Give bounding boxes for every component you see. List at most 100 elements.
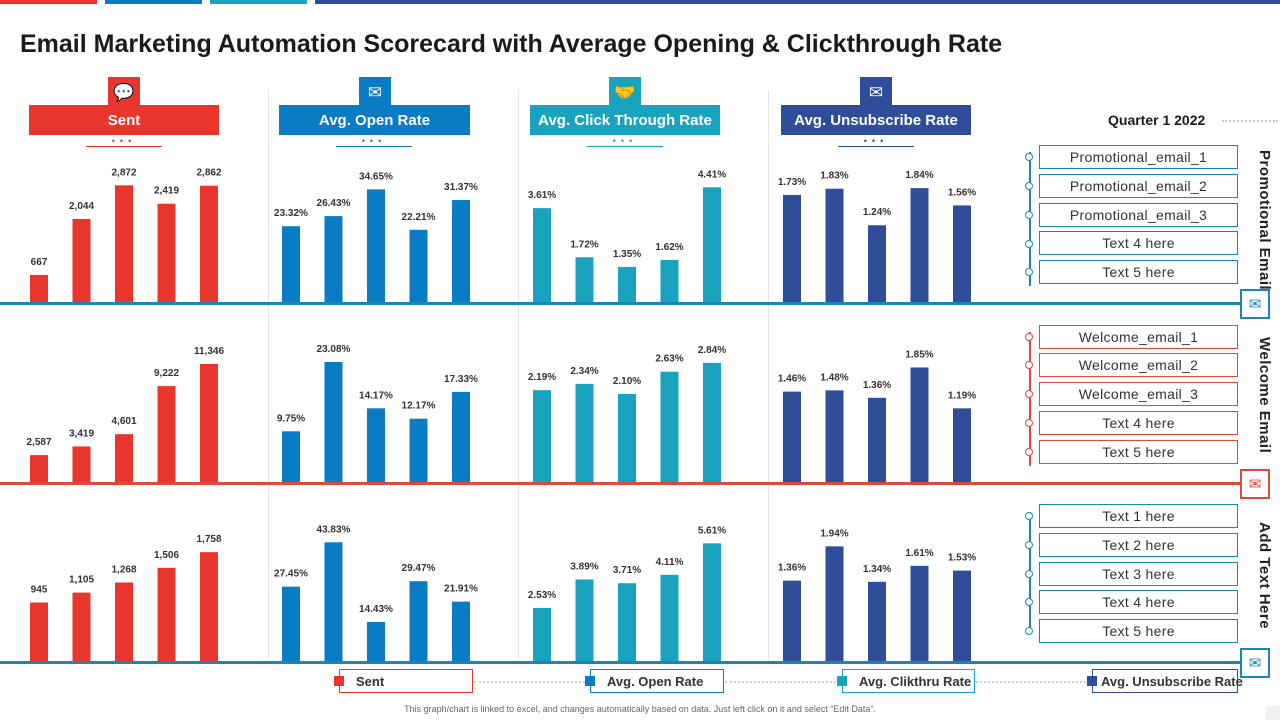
- bar-value-label: 1,268: [111, 565, 136, 576]
- bar[interactable]: [157, 203, 176, 302]
- bar[interactable]: [703, 187, 721, 302]
- bar[interactable]: [533, 390, 551, 482]
- text-item-4[interactable]: Text 4 here: [1039, 590, 1238, 614]
- bar[interactable]: [72, 446, 91, 482]
- bar[interactable]: [910, 188, 929, 302]
- bar[interactable]: [115, 582, 133, 661]
- quarter-dotted-line: [1222, 120, 1278, 122]
- legend-clikthru-rate: Avg. Clikthru Rate: [842, 669, 975, 693]
- bar[interactable]: [367, 189, 385, 302]
- bar[interactable]: [200, 552, 218, 661]
- bar[interactable]: [282, 431, 300, 482]
- bar[interactable]: [575, 383, 594, 482]
- welcome-item-5[interactable]: Text 5 here: [1039, 440, 1238, 464]
- bar[interactable]: [783, 391, 801, 482]
- bar[interactable]: [409, 581, 428, 661]
- bar[interactable]: [409, 229, 428, 302]
- bar[interactable]: [324, 542, 343, 661]
- promo-item-5[interactable]: Text 5 here: [1039, 260, 1238, 284]
- bar[interactable]: [910, 565, 929, 661]
- legend-swatch-unsubscribe-rate: [1087, 676, 1097, 686]
- text-item-2[interactable]: Text 2 here: [1039, 533, 1238, 557]
- bar[interactable]: [157, 567, 176, 661]
- text-item-1[interactable]: Text 1 here: [1039, 504, 1238, 528]
- bar[interactable]: [30, 455, 48, 482]
- promo-item-3[interactable]: Promotional_email_3: [1039, 203, 1238, 227]
- bar-value-label: 1.48%: [820, 372, 848, 383]
- bar-value-label: 23.32%: [274, 208, 308, 219]
- bar[interactable]: [367, 408, 385, 482]
- bar-value-label: 2,872: [111, 167, 136, 178]
- side-node: [1025, 211, 1033, 219]
- legend-dotted-line: [474, 681, 589, 683]
- bar[interactable]: [324, 361, 343, 482]
- welcome-item-1[interactable]: Welcome_email_1: [1039, 325, 1238, 349]
- bar-value-label: 2.63%: [655, 354, 683, 365]
- top-accent-bar-teal: [210, 0, 307, 4]
- bar[interactable]: [533, 607, 551, 661]
- bar[interactable]: [324, 216, 343, 302]
- bar-value-label: 1.84%: [905, 170, 933, 181]
- bar[interactable]: [30, 274, 48, 302]
- bar-value-label: 2,862: [196, 168, 221, 179]
- promo-item-4[interactable]: Text 4 here: [1039, 231, 1238, 255]
- bar[interactable]: [452, 200, 470, 302]
- bar[interactable]: [660, 574, 679, 661]
- bar[interactable]: [409, 418, 428, 482]
- bar[interactable]: [200, 185, 218, 302]
- bar[interactable]: [660, 259, 679, 302]
- side-node: [1025, 361, 1033, 369]
- bar[interactable]: [282, 586, 300, 661]
- bar[interactable]: [575, 257, 594, 302]
- bar[interactable]: [783, 580, 801, 661]
- side-node: [1025, 268, 1033, 276]
- bar[interactable]: [703, 362, 721, 482]
- bar[interactable]: [115, 185, 133, 302]
- bar[interactable]: [115, 434, 133, 482]
- bar[interactable]: [452, 601, 470, 661]
- legend-dotted-line: [725, 681, 840, 683]
- bar[interactable]: [282, 226, 300, 302]
- bar[interactable]: [660, 371, 679, 482]
- bar[interactable]: [72, 218, 91, 302]
- bar[interactable]: [157, 386, 176, 482]
- side-node: [1025, 570, 1033, 578]
- bar[interactable]: [618, 393, 636, 482]
- bar[interactable]: [868, 397, 886, 482]
- text-item-3[interactable]: Text 3 here: [1039, 562, 1238, 586]
- bar[interactable]: [953, 570, 971, 661]
- bar[interactable]: [825, 546, 844, 661]
- side-connector-line: [1029, 332, 1031, 466]
- bar[interactable]: [868, 225, 886, 302]
- bar-value-label: 4.41%: [698, 169, 726, 180]
- bar[interactable]: [703, 543, 721, 661]
- text-item-5[interactable]: Text 5 here: [1039, 619, 1238, 643]
- bar[interactable]: [72, 592, 91, 661]
- bar[interactable]: [868, 581, 886, 661]
- bar[interactable]: [367, 621, 385, 661]
- promo-item-1[interactable]: Promotional_email_1: [1039, 145, 1238, 169]
- bar[interactable]: [618, 583, 636, 661]
- welcome-item-4[interactable]: Text 4 here: [1039, 411, 1238, 435]
- promo-item-2[interactable]: Promotional_email_2: [1039, 174, 1238, 198]
- welcome-item-3[interactable]: Welcome_email_3: [1039, 382, 1238, 406]
- bar[interactable]: [910, 367, 929, 482]
- welcome-item-2[interactable]: Welcome_email_2: [1039, 353, 1238, 377]
- bar[interactable]: [30, 602, 48, 662]
- bar[interactable]: [783, 194, 801, 302]
- bar-value-label: 1.61%: [905, 548, 933, 559]
- bar-value-label: 1.83%: [820, 171, 848, 182]
- bar[interactable]: [825, 390, 844, 482]
- bar-value-label: 1.85%: [905, 349, 933, 360]
- bar[interactable]: [200, 364, 218, 482]
- bar[interactable]: [825, 188, 844, 302]
- row-title-add-text-here: Add Text Here: [1256, 522, 1273, 630]
- bar[interactable]: [953, 205, 971, 302]
- bar[interactable]: [533, 208, 551, 302]
- bar[interactable]: [953, 408, 971, 482]
- header-dots: •••: [111, 136, 137, 146]
- bar[interactable]: [452, 391, 470, 482]
- bar[interactable]: [575, 579, 594, 661]
- bar[interactable]: [618, 266, 636, 302]
